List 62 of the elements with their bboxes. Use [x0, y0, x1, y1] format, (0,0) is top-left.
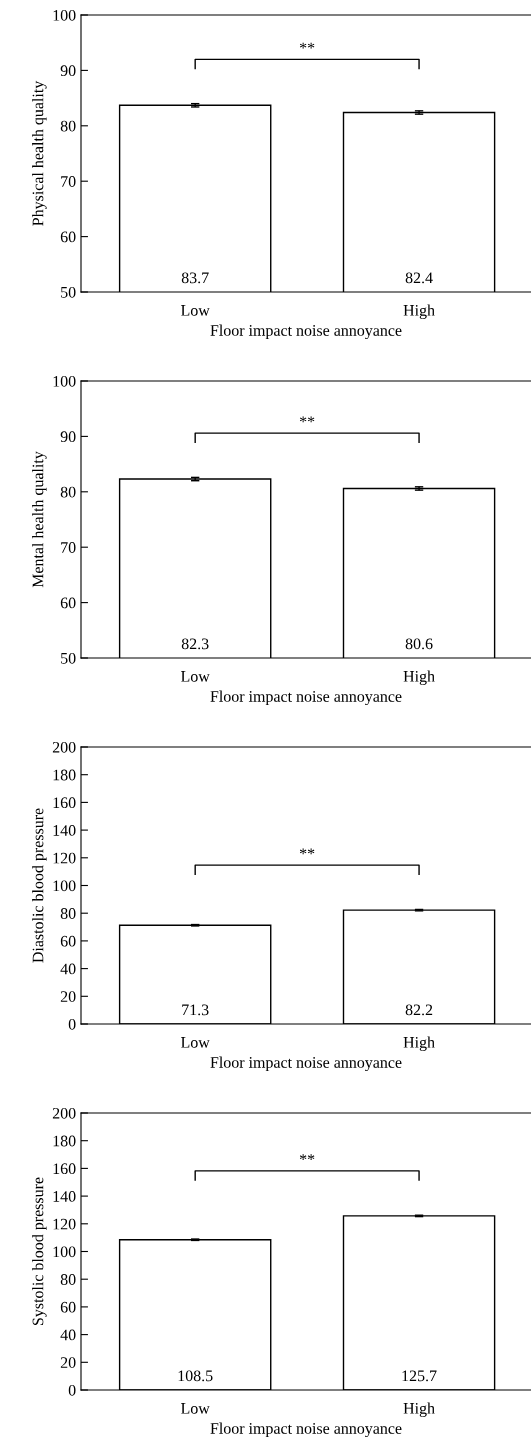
data-label: 82.3 — [181, 638, 209, 650]
y-tick-label: 0 — [68, 1018, 76, 1030]
y-tick-label: 80 — [60, 120, 76, 132]
y-tick-label: 60 — [60, 597, 76, 609]
x-axis-title: Floor impact noise annoyance — [210, 1056, 402, 1072]
y-tick-label: 100 — [53, 375, 76, 387]
y-tick-label: 60 — [60, 935, 76, 947]
y-axis-title: Physical health quality — [32, 80, 47, 226]
y-tick-label: 140 — [53, 1191, 76, 1202]
y-tick-label: 20 — [60, 991, 76, 1002]
y-tick-label: 20 — [60, 1357, 76, 1368]
x-tick-label: Low — [181, 671, 210, 682]
y-tick-label: 80 — [60, 908, 76, 919]
x-tick-label: High — [403, 1402, 435, 1418]
y-axis-title: Mental health quality — [32, 451, 47, 588]
data-label: 108.5 — [178, 1370, 213, 1382]
x-tick-label: High — [403, 670, 435, 686]
x-tick-label: Low — [181, 1037, 210, 1048]
x-tick-label: High — [403, 1036, 435, 1052]
x-axis-title: Floor impact noise annoyance — [210, 690, 402, 706]
y-tick-label: 80 — [60, 486, 76, 498]
y-axis-title: Systolic blood pressure — [32, 1177, 47, 1325]
y-tick-label: 70 — [61, 176, 76, 187]
x-tick-label: Low — [181, 305, 210, 316]
data-label: 82.4 — [405, 272, 433, 284]
x-axis-title: Floor impact noise annoyance — [210, 1422, 402, 1438]
data-label: 82.2 — [405, 1004, 433, 1016]
data-label: 125.7 — [402, 1370, 437, 1382]
y-tick-label: 200 — [52, 741, 76, 753]
y-tick-label: 90 — [60, 65, 76, 77]
y-tick-label: 70 — [61, 542, 76, 553]
y-tick-label: 60 — [60, 231, 76, 243]
x-tick-label: High — [403, 304, 435, 320]
y-tick-label: 50 — [61, 652, 76, 664]
y-tick-label: 120 — [53, 1218, 76, 1230]
y-tick-label: 100 — [53, 1246, 76, 1258]
x-tick-label: Low — [181, 1403, 210, 1414]
y-tick-label: 160 — [53, 797, 76, 809]
y-tick-label: 0 — [68, 1384, 76, 1396]
y-tick-label: 140 — [53, 825, 76, 836]
annotation: ** — [299, 848, 315, 855]
y-tick-label: 40 — [60, 963, 76, 975]
y-tick-label: 100 — [53, 9, 76, 21]
x-axis-title: Floor impact noise annoyance — [210, 324, 402, 340]
y-tick-label: 180 — [53, 769, 76, 781]
y-tick-label: 40 — [60, 1329, 76, 1341]
y-tick-label: 200 — [52, 1107, 76, 1119]
y-tick-label: 90 — [60, 431, 76, 443]
annotation: ** — [299, 42, 315, 49]
data-label: 71.3 — [182, 1004, 209, 1016]
y-tick-label: 50 — [61, 286, 76, 298]
y-tick-label: 160 — [53, 1163, 76, 1175]
y-axis-title: Diastolic blood pressure — [32, 808, 47, 963]
y-tick-label: 60 — [60, 1301, 76, 1313]
annotation: ** — [299, 416, 315, 423]
y-tick-label: 120 — [53, 852, 76, 864]
data-label: 83.7 — [181, 272, 209, 284]
y-tick-label: 100 — [53, 880, 76, 892]
y-tick-label: 80 — [60, 1274, 76, 1285]
annotation: ** — [299, 1154, 315, 1161]
data-label: 80.6 — [405, 638, 433, 650]
y-tick-label: 180 — [53, 1135, 76, 1147]
